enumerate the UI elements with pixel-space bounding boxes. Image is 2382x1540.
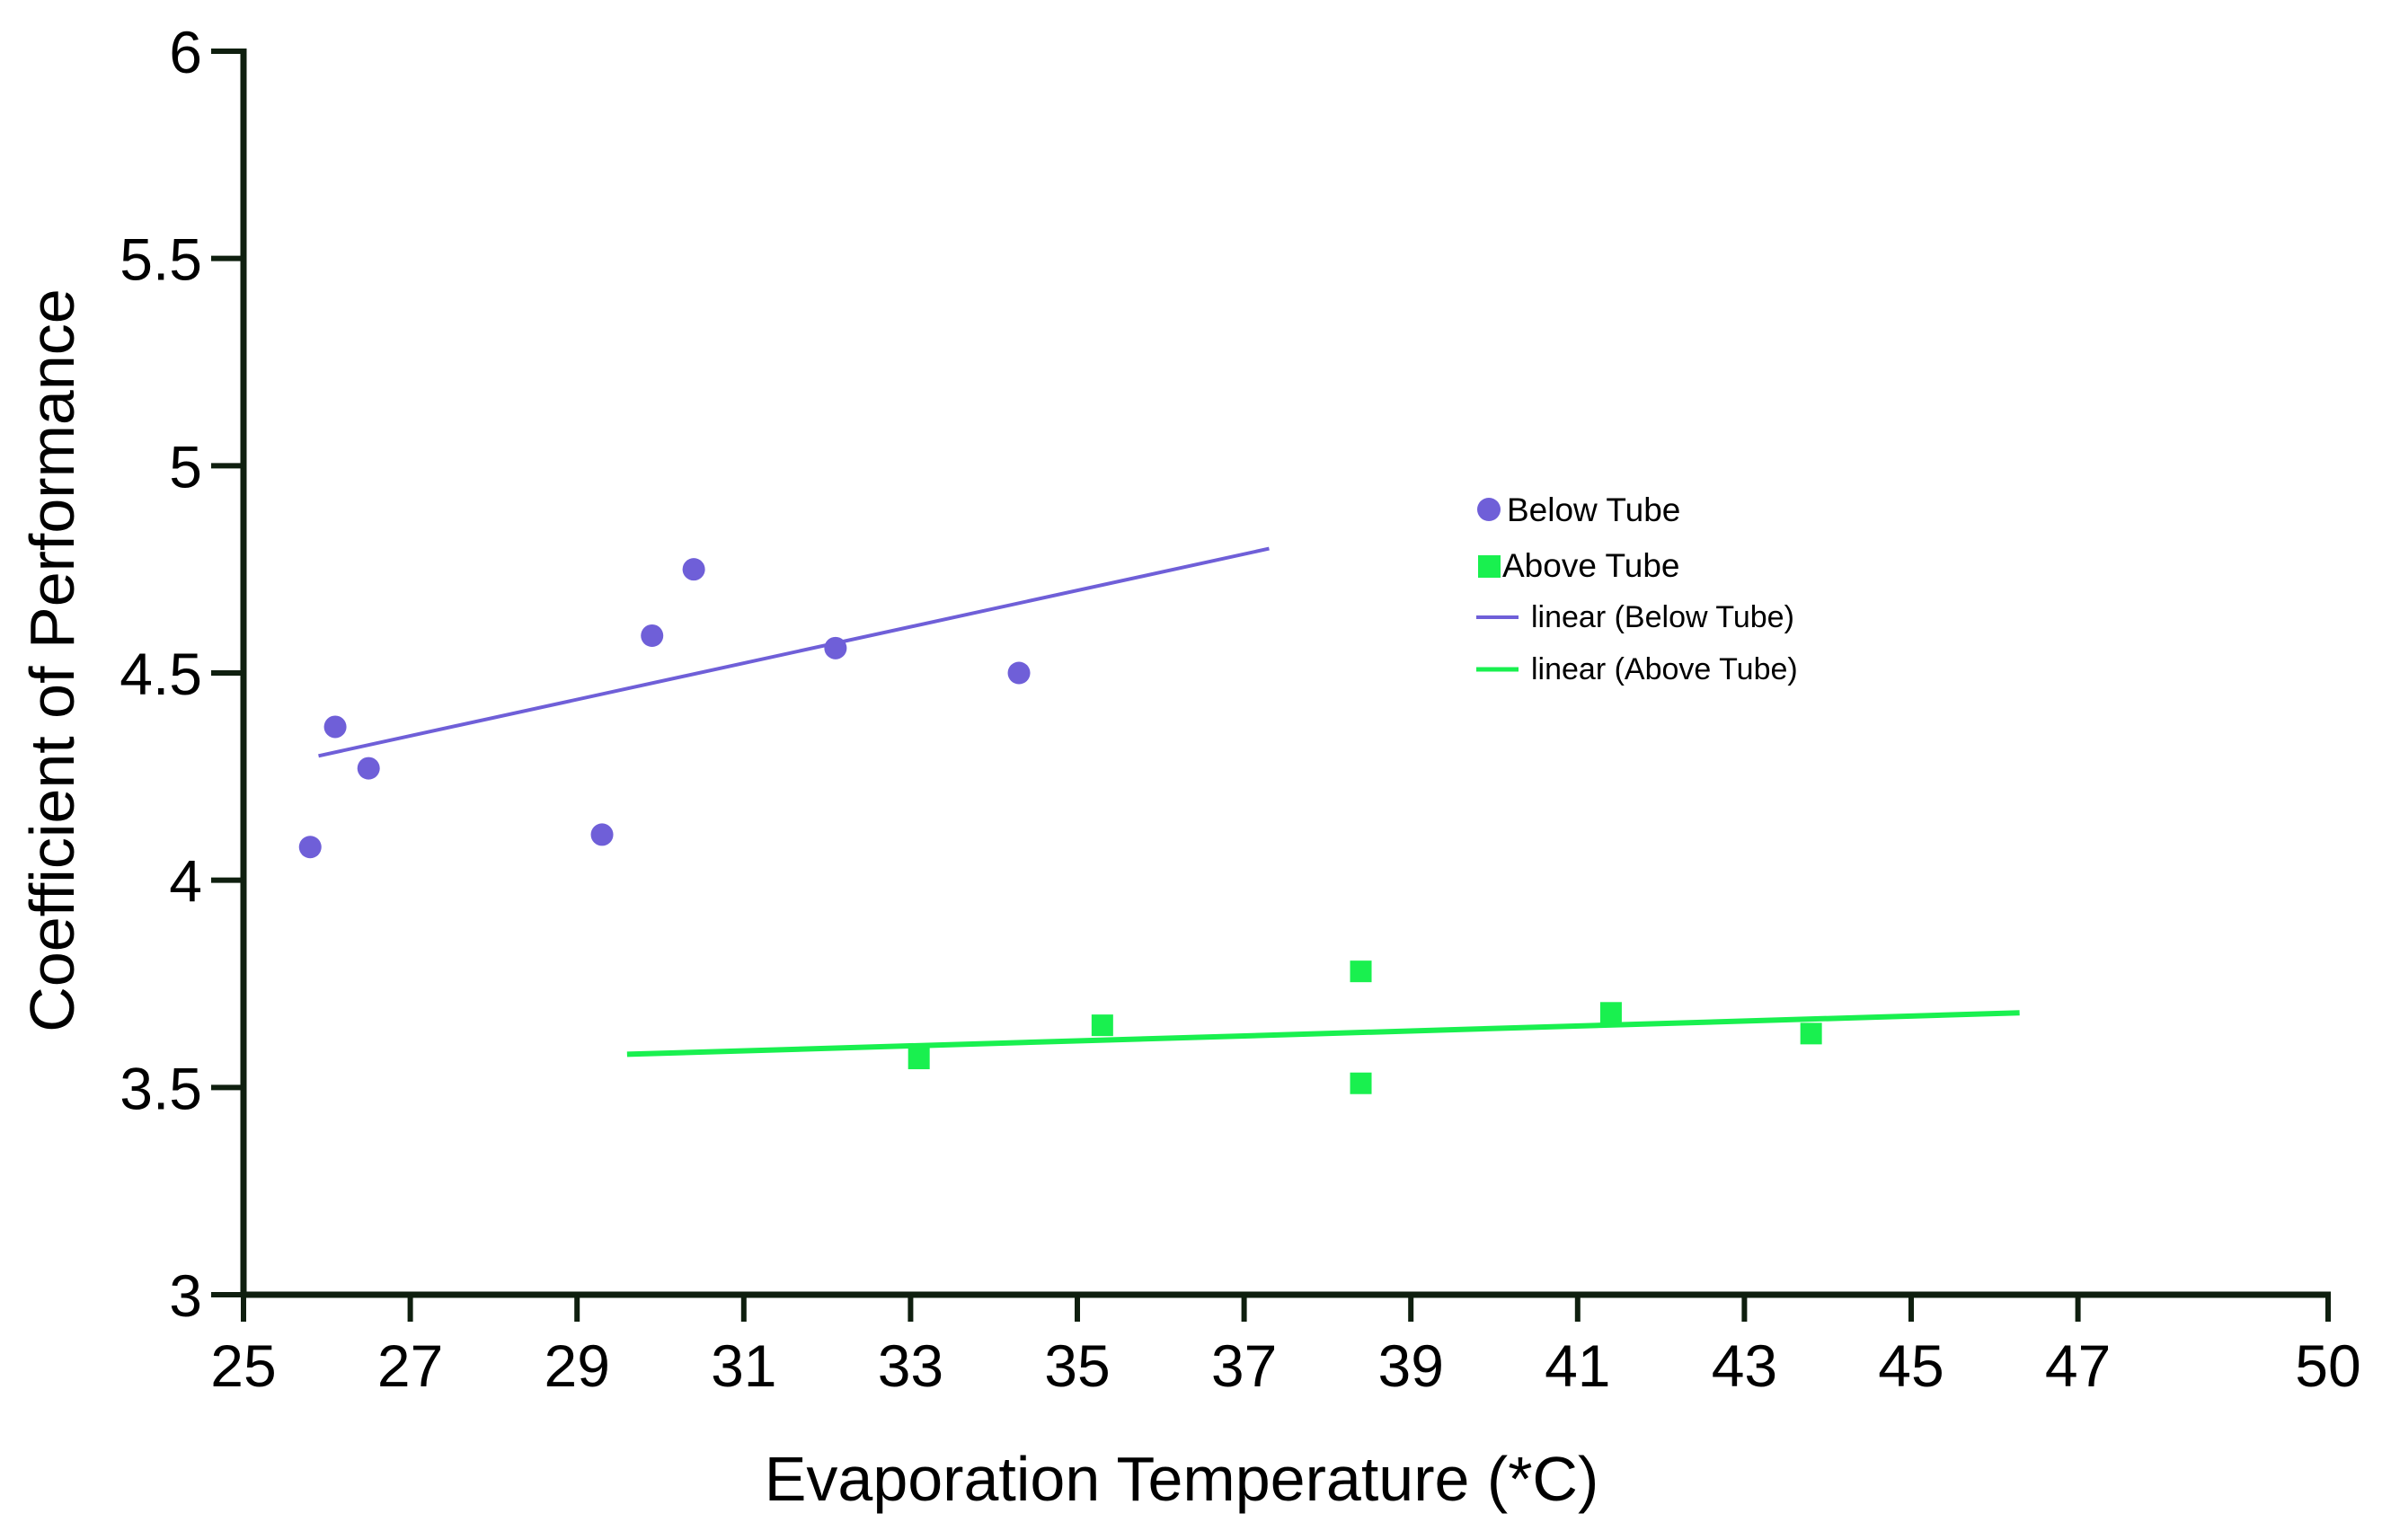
- legend-label-above-tube: Above Tube: [1502, 547, 1679, 584]
- point-below-tube-1: [323, 715, 347, 739]
- legend-label-linear-above-tube: linear (Above Tube): [1531, 652, 1798, 686]
- point-above-tube-5: [1800, 1022, 1822, 1045]
- point-below-tube-0: [298, 836, 322, 859]
- data-points: [298, 558, 1822, 1094]
- trendline-linear-below-tube: [318, 546, 1270, 758]
- x-tick-label-27: 27: [377, 1332, 443, 1399]
- legend-symbol-below-tube: [1477, 498, 1501, 521]
- y-tick-label-5-5: 5.5: [120, 226, 202, 293]
- point-below-tube-4: [641, 624, 664, 647]
- point-above-tube-1: [1091, 1014, 1113, 1037]
- legend: Below Tube Above Tube linear (Below Tube…: [1476, 491, 1798, 686]
- trendlines: [318, 546, 2020, 1058]
- x-tick-label-47: 47: [2045, 1332, 2111, 1399]
- y-tick-label-3: 3: [169, 1262, 202, 1329]
- y-tick-label-4: 4: [169, 848, 202, 915]
- x-tick-label-50: 50: [2295, 1332, 2360, 1399]
- x-tick-label-45: 45: [1878, 1332, 1944, 1399]
- axes: [240, 49, 2331, 1298]
- point-below-tube-6: [824, 636, 847, 659]
- x-tick-label-29: 29: [544, 1332, 609, 1399]
- point-below-tube-2: [357, 757, 380, 780]
- legend-symbol-above-tube: [1478, 555, 1501, 578]
- point-above-tube-3: [1350, 1072, 1372, 1094]
- x-tick-label-35: 35: [1044, 1332, 1110, 1399]
- axis-ticks: 25 27 29 31 33 35 37 39 41 43 45 47 50 3 3.5 4 4.5 5 5.5 6: [120, 19, 2360, 1399]
- trendline-linear-above-tube: [626, 1010, 2020, 1058]
- y-axis-title: Coefficient of Performance: [17, 288, 87, 1031]
- x-tick-label-39: 39: [1377, 1332, 1443, 1399]
- point-below-tube-3: [590, 823, 614, 846]
- point-above-tube-0: [908, 1048, 930, 1070]
- y-tick-label-5: 5: [169, 433, 202, 500]
- point-below-tube-7: [1007, 661, 1031, 685]
- x-tick-label-43: 43: [1712, 1332, 1777, 1399]
- point-above-tube-2: [1350, 960, 1372, 983]
- y-tick-label-6: 6: [169, 19, 202, 85]
- legend-label-linear-below-tube: linear (Below Tube): [1531, 600, 1794, 634]
- y-tick-label-3-5: 3.5: [120, 1055, 202, 1121]
- x-tick-label-31: 31: [711, 1332, 776, 1399]
- x-tick-label-25: 25: [210, 1332, 276, 1399]
- y-tick-label-4-5: 4.5: [120, 641, 202, 707]
- x-axis-title: Evaporation Temperature (*C): [765, 1444, 1599, 1514]
- point-above-tube-4: [1599, 1002, 1622, 1024]
- point-below-tube-5: [682, 558, 705, 581]
- legend-label-below-tube: Below Tube: [1507, 491, 1680, 528]
- x-tick-label-33: 33: [878, 1332, 943, 1399]
- x-tick-label-37: 37: [1211, 1332, 1277, 1399]
- x-tick-label-41: 41: [1545, 1332, 1610, 1399]
